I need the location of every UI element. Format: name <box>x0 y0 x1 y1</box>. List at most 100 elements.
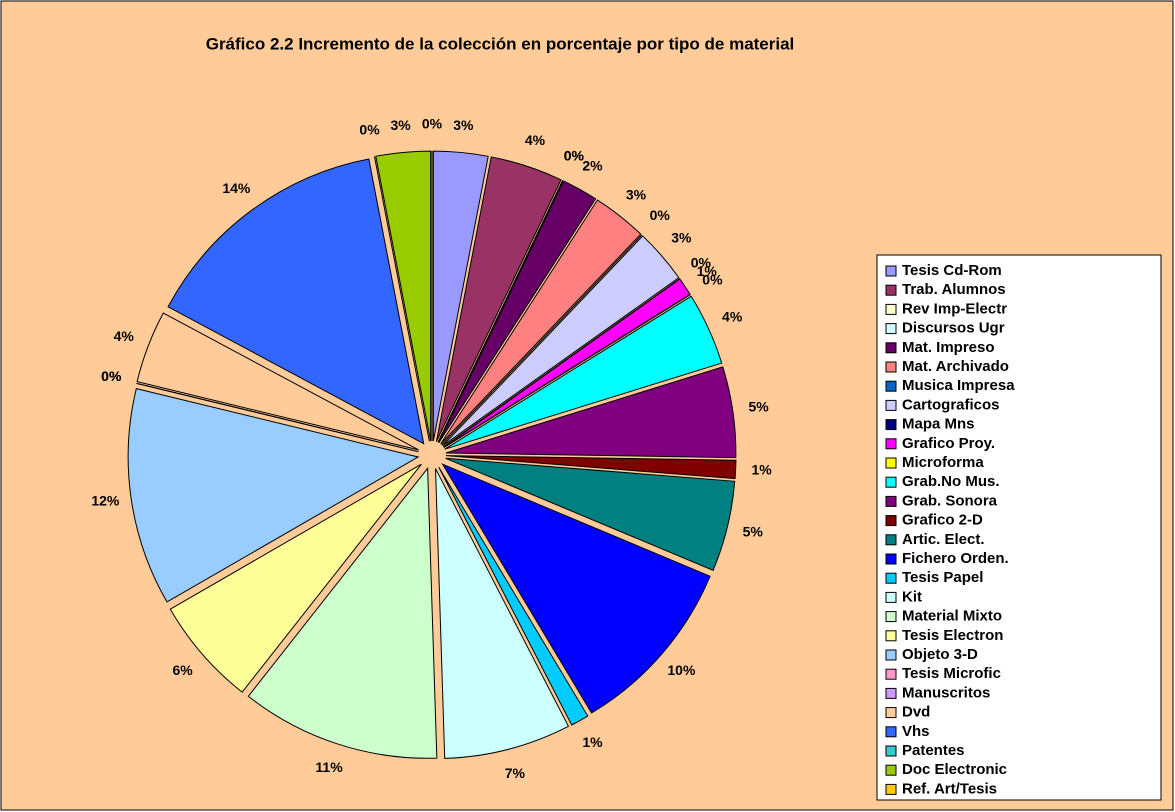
pie-slice <box>445 455 737 480</box>
data-label: 6% <box>172 662 193 678</box>
legend-label: Vhs <box>902 723 930 740</box>
data-label: 4% <box>525 132 546 148</box>
legend-label: Grafico Proy. <box>902 435 995 452</box>
legend-label: Material Mixto <box>902 608 1002 625</box>
data-label: 1% <box>582 734 603 750</box>
pie-slice <box>136 312 420 451</box>
legend-label: Musica Impresa <box>902 377 1015 394</box>
legend-swatch <box>885 284 897 296</box>
legend-swatch <box>885 361 897 373</box>
legend-swatch <box>885 323 897 335</box>
data-label: 0% <box>101 368 122 384</box>
legend-label: Fichero Orden. <box>902 550 1009 567</box>
legend-label: Patentes <box>902 742 965 759</box>
data-label: 0% <box>702 272 723 288</box>
pie-slice <box>444 295 723 450</box>
pie-slice <box>169 463 422 693</box>
data-label: 0% <box>691 254 712 270</box>
legend-label: Mapa Mns <box>902 416 975 433</box>
legend-swatch <box>885 745 897 757</box>
legend-swatch <box>885 630 897 642</box>
legend-label: Doc Electronic <box>902 761 1007 778</box>
data-label: 4% <box>114 328 135 344</box>
legend-label: Trab. Alumnos <box>902 281 1006 298</box>
legend-swatch <box>885 515 897 527</box>
legend-label: Kit <box>902 588 922 605</box>
legend-swatch <box>885 687 897 699</box>
data-label: 11% <box>315 759 343 775</box>
data-label: 3% <box>391 117 412 133</box>
data-label: 7% <box>505 765 526 781</box>
legend-label: Mat. Impreso <box>902 339 995 356</box>
pie-slice <box>373 156 430 442</box>
data-label: 4% <box>722 309 743 325</box>
data-label: 14% <box>222 180 251 196</box>
legend-swatch <box>885 438 897 450</box>
legend-swatch <box>885 476 897 488</box>
data-label: 5% <box>743 524 764 540</box>
data-label: 1% <box>752 461 773 477</box>
legend-swatch <box>885 534 897 546</box>
legend-label: Objeto 3-D <box>902 646 978 663</box>
legend-swatch <box>885 342 897 354</box>
legend-swatch <box>885 572 897 584</box>
legend-swatch <box>885 783 897 795</box>
legend-box <box>876 254 1162 801</box>
pie-slice <box>375 150 432 442</box>
legend-swatch <box>885 591 897 603</box>
legend-swatch <box>885 265 897 277</box>
legend-swatch <box>885 764 897 776</box>
data-label: 5% <box>749 399 770 415</box>
pie-slice <box>438 466 589 726</box>
legend-label: Dvd <box>902 704 930 721</box>
legend-swatch <box>885 380 897 392</box>
pie-slice <box>247 466 438 759</box>
data-label: 3% <box>453 117 474 133</box>
data-label: 0% <box>564 148 585 164</box>
pie-slice <box>435 468 570 759</box>
data-label: 0% <box>650 207 671 223</box>
legend-swatch <box>885 457 897 469</box>
pie-slice <box>438 180 597 444</box>
pie-slice <box>127 388 420 603</box>
data-label: 0% <box>422 116 443 132</box>
legend-swatch <box>885 707 897 719</box>
legend-label: Cartograficos <box>902 396 1000 413</box>
legend-swatch <box>885 419 897 431</box>
pie-slice <box>435 156 562 442</box>
data-label: 3% <box>626 186 647 202</box>
legend-swatch <box>885 303 897 315</box>
pie-slice <box>445 366 737 459</box>
data-label: 10% <box>667 662 696 678</box>
legend-label: Tesis Microfic <box>902 665 1001 682</box>
legend-label: Tesis Papel <box>902 569 983 586</box>
legend-label: Rev Imp-Electr <box>902 300 1007 317</box>
legend-swatch <box>885 399 897 411</box>
data-label: 2% <box>582 157 603 173</box>
legend-label: Discursos Ugr <box>902 320 1005 337</box>
legend-swatch <box>885 495 897 507</box>
pie-slice <box>440 199 642 445</box>
legend-label: Mat. Archivado <box>902 358 1009 375</box>
legend-label: Tesis Cd-Rom <box>902 262 1002 279</box>
data-label: 0% <box>359 122 380 138</box>
data-label: 0% <box>101 368 122 384</box>
legend-swatch <box>885 649 897 661</box>
data-label: 0% <box>564 148 585 164</box>
legend-label: Artic. Elect. <box>902 531 985 548</box>
pie-slice <box>442 235 680 447</box>
legend-label: Ref. Art/Tesis <box>902 780 997 797</box>
legend-label: Grafico 2-D <box>902 512 983 529</box>
legend-label: Microforma <box>902 454 984 471</box>
legend-swatch <box>885 611 897 623</box>
pie-slice <box>432 150 489 442</box>
legend-swatch <box>885 726 897 738</box>
legend-label: Grab.No Mus. <box>902 473 1000 490</box>
legend-label: Grab. Sonora <box>902 492 998 509</box>
legend-swatch <box>885 668 897 680</box>
data-label: 12% <box>91 493 120 509</box>
legend-label: Tesis Electron <box>902 627 1003 644</box>
pie-slice <box>441 234 643 446</box>
